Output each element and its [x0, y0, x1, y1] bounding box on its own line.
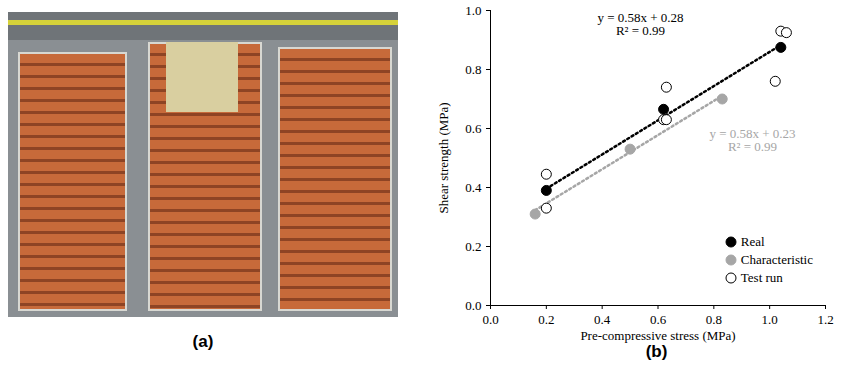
svg-text:0.0: 0.0: [465, 298, 481, 313]
html-text:Characteristic: Characteristic: [740, 252, 813, 267]
svg-text:1.0: 1.0: [762, 312, 778, 327]
svg-text:0.8: 0.8: [706, 312, 722, 327]
html-text:(b): (b): [645, 342, 668, 361]
svg-text:1.2: 1.2: [817, 312, 833, 327]
svg-text:0.4: 0.4: [465, 180, 482, 195]
svg-text:0.4: 0.4: [594, 312, 611, 327]
svg-text:0.0: 0.0: [482, 312, 498, 327]
svg-text:y = 0.58x + 0.28R² = 0.99: y = 0.58x + 0.28R² = 0.99: [597, 10, 683, 38]
svg-text:0.2: 0.2: [538, 312, 554, 327]
svg-text:1.0: 1.0: [465, 3, 481, 18]
svg-text:0.8: 0.8: [465, 62, 481, 77]
svg-text:Pre-compressive stress (MPa): Pre-compressive stress (MPa): [580, 328, 735, 343]
html-text:(a): (a): [192, 332, 214, 351]
svg-text:0.6: 0.6: [650, 312, 667, 327]
svg-text:0.6: 0.6: [465, 121, 482, 136]
html-text:Test run: Test run: [740, 270, 783, 285]
svg-text:Shear strength (MPa): Shear strength (MPa): [436, 102, 451, 213]
svg-text:y = 0.58x + 0.23R² = 0.99: y = 0.58x + 0.23R² = 0.99: [709, 126, 795, 154]
svg-text:0.2: 0.2: [465, 239, 481, 254]
html-text:Real: Real: [740, 234, 765, 249]
